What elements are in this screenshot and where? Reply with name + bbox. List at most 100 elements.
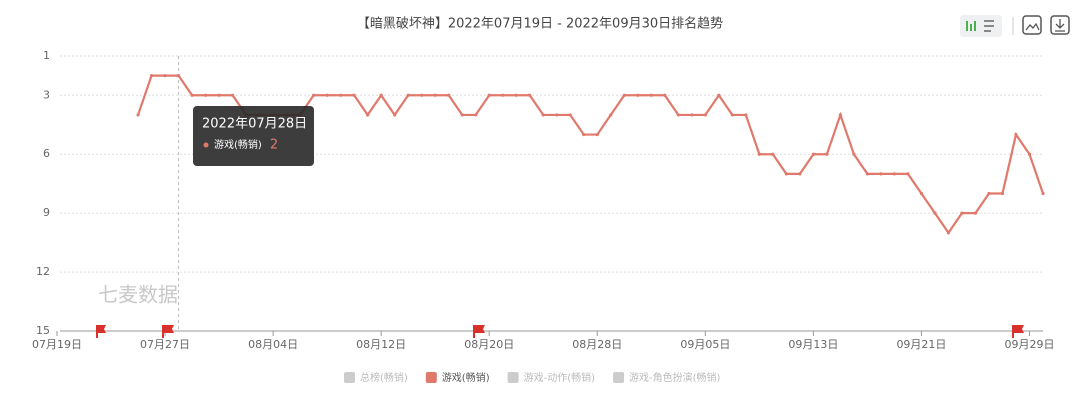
data-point: [149, 74, 154, 78]
data-point: [852, 152, 856, 156]
data-point: [203, 93, 208, 97]
download-button[interactable]: [1050, 15, 1070, 35]
data-point: [352, 93, 356, 97]
data-point: [960, 211, 964, 215]
data-point: [190, 93, 194, 97]
data-point: [447, 93, 451, 97]
x-tick-label: 08月12日: [356, 338, 406, 351]
legend-swatch: [507, 372, 519, 383]
data-point: [784, 172, 788, 176]
data-point: [595, 132, 599, 137]
legend-swatch: [344, 372, 355, 383]
data-point: [973, 211, 978, 215]
list-icon: [984, 20, 994, 32]
data-point: [325, 93, 329, 97]
data-point: [406, 93, 410, 97]
data-point: [811, 152, 815, 156]
event-flags: [96, 325, 1024, 338]
watermark: 七麦数据: [98, 283, 178, 307]
data-point: [136, 113, 140, 117]
data-point: [501, 93, 505, 97]
data-point: [717, 93, 721, 97]
data-point: [609, 113, 613, 117]
x-tick-label: 07月19日: [32, 338, 82, 351]
download-icon: [1055, 19, 1065, 32]
legend-label[interactable]: 游戏(畅销): [442, 371, 490, 384]
data-point: [757, 152, 761, 156]
data-point: [987, 191, 991, 196]
tooltip-title: 2022年07月28日: [202, 117, 307, 132]
data-point: [649, 93, 653, 97]
data-point: [474, 113, 478, 117]
data-point: [879, 172, 883, 176]
image-button[interactable]: [1022, 15, 1042, 35]
data-point: [663, 93, 667, 97]
data-point: [676, 113, 680, 117]
data-point: [1027, 152, 1032, 156]
data-point: [703, 113, 707, 117]
y-tick-label: 9: [43, 206, 50, 219]
data-point: [865, 172, 870, 176]
legend-label[interactable]: 游戏-动作(畅销): [524, 371, 596, 384]
data-point: [946, 231, 951, 235]
event-flag[interactable]: [162, 325, 174, 338]
data-point: [771, 152, 775, 156]
data-point: [555, 113, 559, 117]
data-point: [622, 93, 626, 97]
x-tick-label: 07月27日: [140, 338, 190, 351]
data-point: [825, 152, 829, 156]
legend-swatch: [613, 372, 625, 383]
data-point: [528, 93, 532, 97]
data-point: [420, 93, 424, 97]
image-icon: [1025, 22, 1040, 31]
data-point: [230, 93, 235, 97]
data-point: [892, 172, 897, 176]
tooltip-series: 游戏(畅销): [214, 138, 262, 151]
legend-swatch: [425, 372, 437, 383]
event-flag[interactable]: [473, 325, 485, 338]
grid: [60, 55, 1043, 332]
legend-label[interactable]: 总榜(畅销): [360, 371, 408, 384]
tooltip-box: [193, 106, 314, 166]
data-point: [568, 113, 572, 117]
data-point: [933, 211, 937, 215]
bar-icon: [966, 21, 976, 31]
event-flag[interactable]: [96, 325, 106, 338]
data-point: [541, 113, 545, 117]
y-tick-label: 3: [43, 88, 50, 101]
y-tick-label: 1: [43, 49, 50, 62]
data-point: [379, 93, 383, 97]
data-point: [690, 113, 694, 117]
data-point: [1000, 191, 1005, 196]
x-tick-label: 09月13日: [788, 338, 838, 351]
y-tick-label: 12: [36, 265, 50, 278]
y-tick-label: 15: [36, 324, 50, 337]
tooltip-dot: [203, 142, 209, 148]
x-tick-label: 09月05日: [680, 338, 730, 351]
data-point: [1014, 132, 1018, 137]
legend-label[interactable]: 游戏-角色扮演(畅销): [629, 371, 721, 384]
x-tick-label: 09月29日: [1004, 338, 1054, 351]
data-point: [906, 172, 910, 176]
tooltip-value: 2: [270, 138, 278, 153]
data-point: [393, 113, 397, 117]
x-tick-label: 09月21日: [896, 338, 946, 351]
y-tick-label: 6: [43, 147, 50, 160]
data-point: [636, 93, 640, 97]
data-point: [487, 93, 491, 97]
data-point: [163, 74, 167, 78]
data-point: [582, 132, 586, 137]
toolbar: [960, 15, 1070, 37]
data-point: [838, 113, 842, 117]
event-flag[interactable]: [1012, 325, 1024, 338]
data-point: [312, 93, 316, 97]
x-tick-label: 08月28日: [572, 338, 622, 351]
data-point: [798, 172, 802, 176]
x-tick-label: 08月20日: [464, 338, 514, 351]
data-point: [339, 93, 343, 97]
data-point: [176, 74, 181, 78]
data-point: [919, 191, 924, 196]
